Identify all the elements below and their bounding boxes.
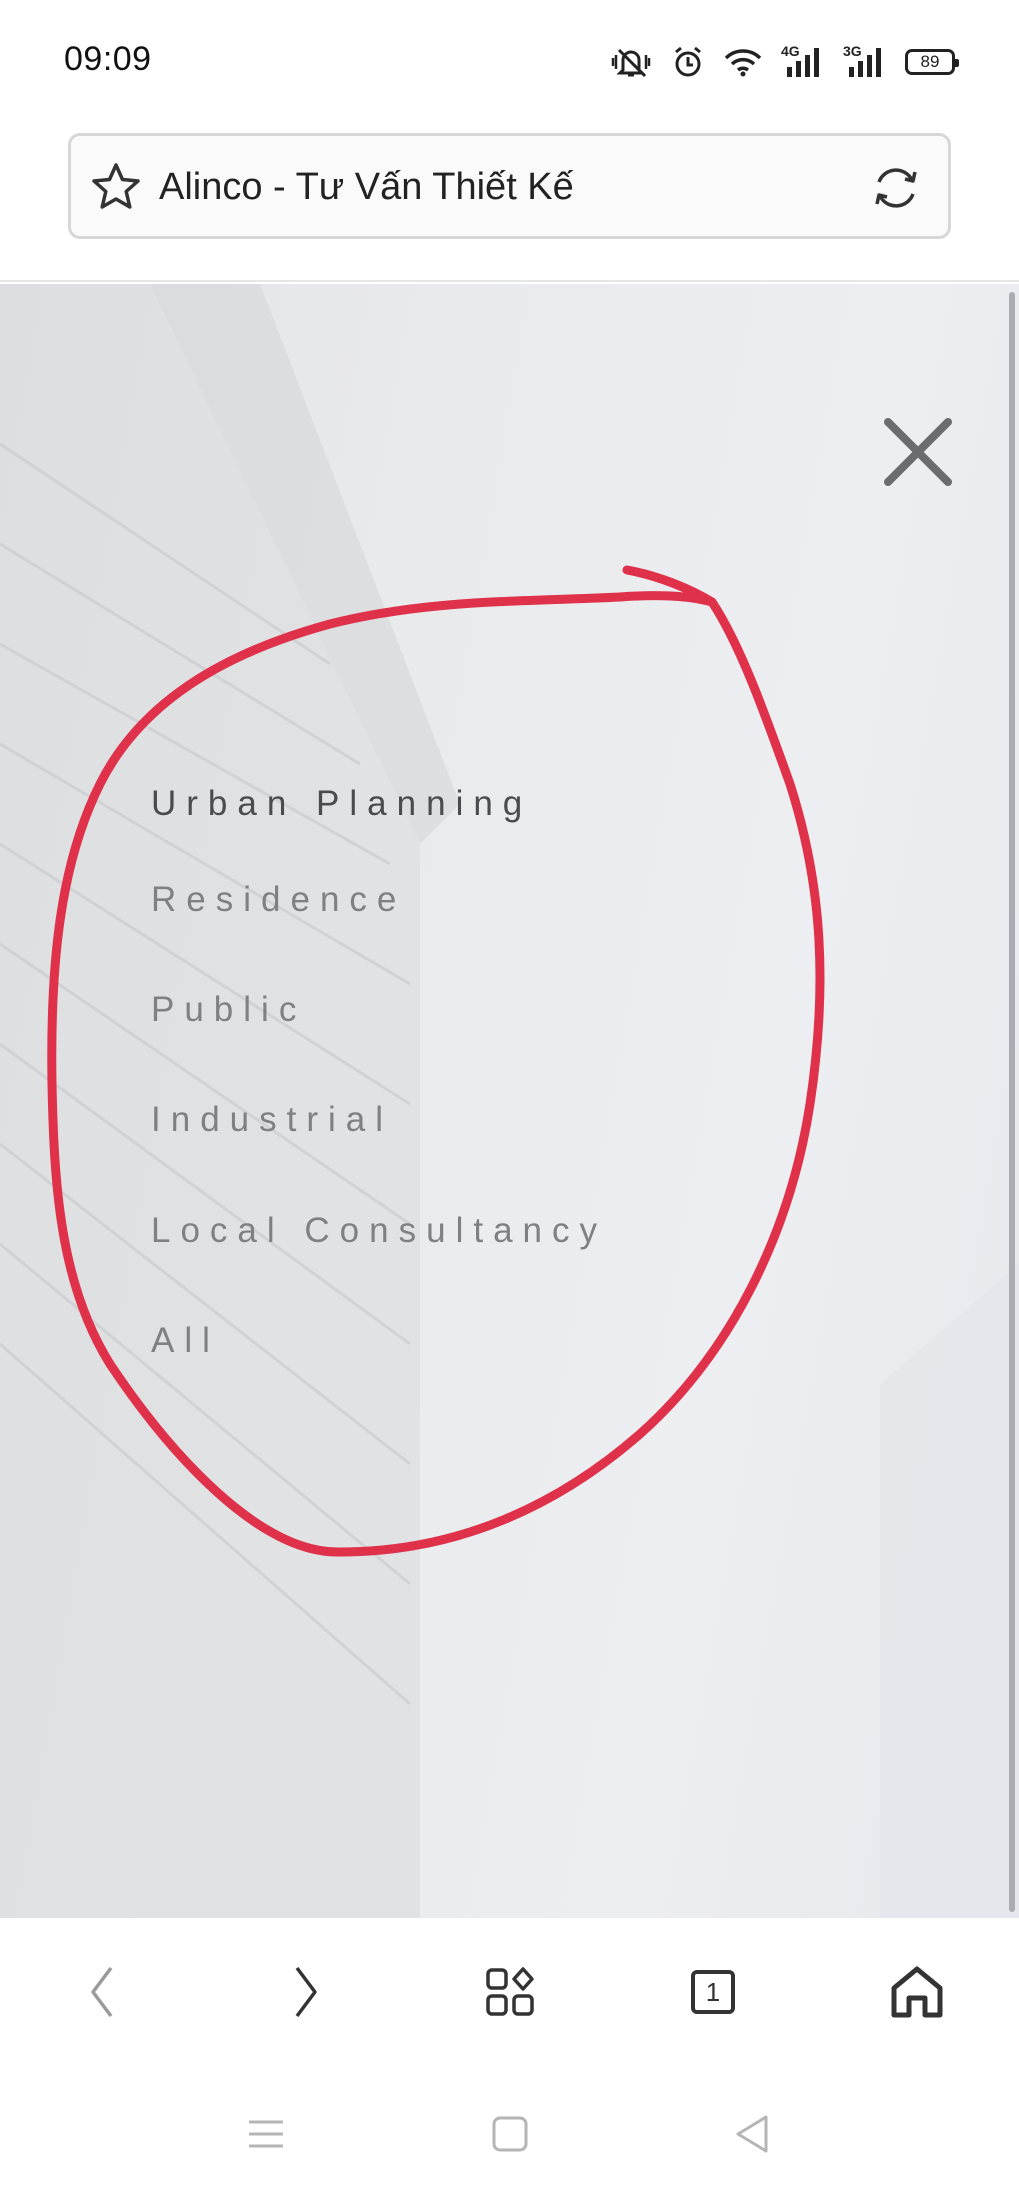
star-icon[interactable] (89, 160, 143, 219)
home-button[interactable] (885, 1960, 949, 2024)
menu-item-local-consultancy[interactable]: Local Consultancy (151, 1211, 607, 1250)
reload-icon[interactable] (868, 160, 924, 221)
system-back-button[interactable] (722, 2104, 782, 2164)
menu-item-public[interactable]: Public (151, 990, 307, 1029)
back-button[interactable] (70, 1960, 134, 2024)
mute-vibrate-icon (609, 46, 653, 78)
status-time: 09:09 (64, 40, 152, 78)
apps-button[interactable] (478, 1960, 542, 2024)
close-icon[interactable] (882, 416, 954, 488)
close-button[interactable] (882, 416, 954, 488)
chevron-left-icon[interactable] (87, 1965, 117, 2019)
chevron-right-icon[interactable] (291, 1965, 321, 2019)
status-bar: 09:09 4G (0, 0, 1019, 124)
system-home-button[interactable] (480, 2104, 540, 2164)
alarm-icon (671, 45, 705, 79)
menu-item-urban-planning[interactable]: Urban Planning (151, 784, 533, 823)
apps-grid-icon[interactable] (485, 1967, 535, 2017)
battery-icon: 89 (905, 49, 959, 75)
scrollbar[interactable] (1009, 292, 1015, 1912)
page-title[interactable]: Alinco - Tư Vấn Thiết Kế (159, 166, 574, 208)
recents-menu-icon[interactable] (246, 2116, 286, 2152)
system-navigation-bar (0, 2064, 1019, 2208)
square-home-icon[interactable] (491, 2115, 529, 2153)
menu-item-residence[interactable]: Residence (151, 880, 407, 919)
web-content: Urban Planning Residence Public Industri… (0, 284, 1019, 1918)
browser-toolbar: 1 (0, 1918, 1019, 2064)
signal-4g-icon: 4G (781, 43, 825, 79)
forward-button[interactable] (274, 1960, 338, 2024)
triangle-back-icon[interactable] (733, 2114, 771, 2154)
home-icon[interactable] (889, 1964, 945, 2020)
tabs-button[interactable]: 1 (681, 1960, 745, 2024)
menu-item-industrial[interactable]: Industrial (151, 1100, 394, 1139)
signal-3g-icon: 3G (843, 43, 887, 79)
menu-item-all[interactable]: All (151, 1321, 220, 1360)
address-bar[interactable]: Alinco - Tư Vấn Thiết Kế (68, 133, 951, 239)
tab-count[interactable]: 1 (691, 1970, 735, 2014)
wifi-icon (723, 46, 763, 78)
recents-button[interactable] (236, 2104, 296, 2164)
status-icons: 4G 3G 89 (609, 43, 959, 80)
address-bar-container: Alinco - Tư Vấn Thiết Kế (0, 124, 1019, 282)
